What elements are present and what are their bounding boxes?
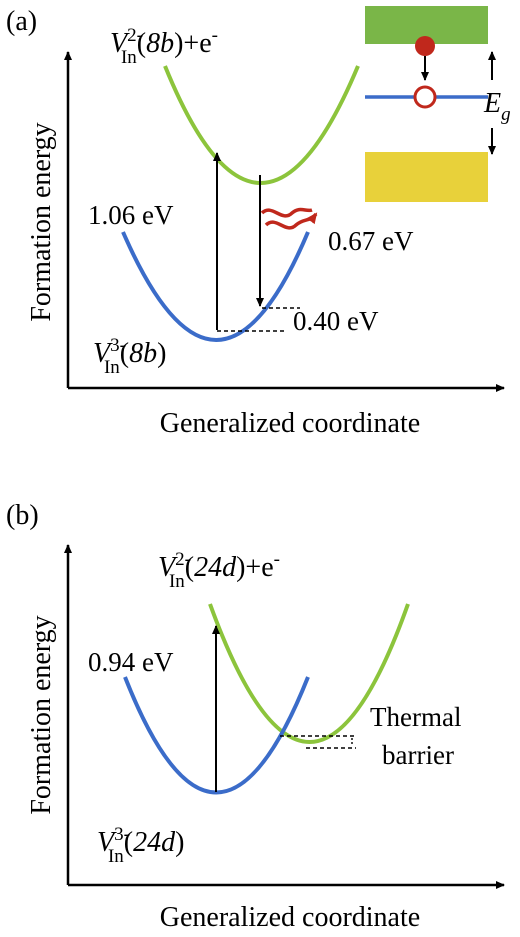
panel-a-y-axis-label: Formation energy (26, 122, 57, 321)
panel-a-heat-icon (260, 207, 318, 230)
panel-a-relaxation-energy: 0.40 eV (293, 306, 379, 336)
panel-b-upper-curve (208, 603, 410, 744)
panel-a-upper-curve (163, 65, 360, 185)
panel-a-band-inset: Eg (365, 6, 511, 202)
panel-a-lower-curve-label: V3-In(8b) (93, 335, 166, 378)
panel-a-lower-curve (121, 231, 310, 342)
panel-b-upper-curve-label: V2-In(24d)+e- (158, 549, 280, 592)
electron-icon (415, 36, 435, 56)
panel-a-x-axis-label: Generalized coordinate (160, 408, 420, 439)
panel-b-barrier-label-line1: Thermal (370, 702, 461, 732)
panel-a-upper-curve-label: V2-In(8b)+e- (110, 25, 218, 68)
panel-b-lower-curve-label: V3-In(24d) (97, 824, 184, 867)
panel-a: (a) Formation energy Generalized coordin… (6, 6, 511, 439)
panel-b-lower-curve (123, 676, 310, 795)
panel-b: (b) Formation energy Generalized coordin… (6, 500, 505, 933)
panel-b-x-axis-label: Generalized coordinate (160, 902, 420, 933)
band-gap-label: Eg (483, 88, 511, 125)
panel-b-absorption-energy: 0.94 eV (88, 647, 174, 677)
panel-a-absorption-energy: 1.06 eV (88, 200, 174, 230)
panel-b-label: (b) (6, 500, 39, 531)
panel-b-y-axis-label: Formation energy (26, 615, 57, 814)
panel-b-barrier-label-line2: barrier (382, 740, 454, 770)
panel-a-label: (a) (6, 6, 37, 37)
hole-icon (413, 85, 437, 109)
valence-band (365, 152, 488, 202)
panel-a-emission-energy: 0.67 eV (328, 226, 414, 256)
